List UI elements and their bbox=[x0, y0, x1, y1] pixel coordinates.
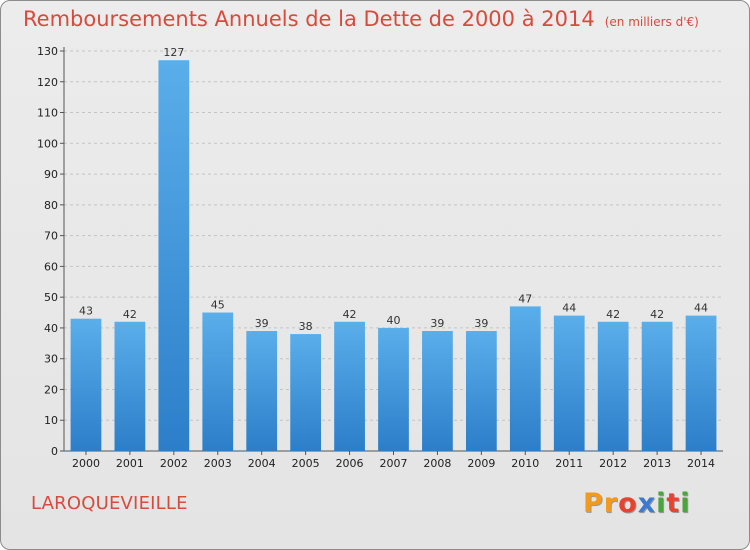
bar-2013 bbox=[641, 321, 673, 451]
logo-letter: o bbox=[618, 488, 638, 519]
title-row: Remboursements Annuels de la Dette de 20… bbox=[23, 7, 699, 31]
logo-letter: x bbox=[637, 488, 657, 519]
logo-letter: i bbox=[680, 488, 691, 519]
y-tick-label: 60 bbox=[44, 260, 58, 273]
x-tick-label-2012: 2012 bbox=[599, 457, 627, 470]
bar-2008 bbox=[422, 331, 453, 451]
y-tick-label: 70 bbox=[44, 230, 58, 243]
y-tick-label: 20 bbox=[44, 383, 58, 396]
y-tick-label: 10 bbox=[44, 414, 58, 427]
x-tick-label-2006: 2006 bbox=[336, 457, 364, 470]
logo-letter: P bbox=[583, 488, 604, 519]
x-tick-label-2005: 2005 bbox=[292, 457, 320, 470]
bar-2009 bbox=[465, 331, 497, 451]
x-tick-label-2008: 2008 bbox=[423, 457, 451, 470]
bar-2002 bbox=[158, 60, 190, 451]
x-tick-label-2009: 2009 bbox=[467, 457, 495, 470]
x-tick-label-2011: 2011 bbox=[555, 457, 583, 470]
value-label-2001: 42 bbox=[123, 308, 137, 321]
logo-letter: t bbox=[666, 488, 681, 519]
bar-2010 bbox=[509, 306, 541, 451]
bars bbox=[70, 60, 717, 451]
bar-2011 bbox=[553, 315, 585, 451]
bar-2000 bbox=[70, 318, 102, 451]
x-tick-label-2004: 2004 bbox=[248, 457, 276, 470]
y-tick-label: 90 bbox=[44, 168, 58, 181]
proxiti-logo[interactable]: Proxiti bbox=[583, 488, 691, 519]
chart-title: Remboursements Annuels de la Dette de 20… bbox=[23, 7, 595, 31]
value-label-2011: 44 bbox=[562, 302, 576, 315]
bar-2012 bbox=[597, 321, 629, 451]
bar-2004 bbox=[246, 331, 278, 451]
chart-subtitle: (en milliers d'€) bbox=[604, 15, 699, 29]
x-tick-label-2003: 2003 bbox=[204, 457, 232, 470]
value-label-2012: 42 bbox=[606, 308, 620, 321]
value-label-2004: 39 bbox=[255, 317, 269, 330]
y-tick-label: 80 bbox=[44, 199, 58, 212]
y-tick-label: 100 bbox=[37, 137, 58, 150]
value-label-2014: 44 bbox=[694, 302, 708, 315]
value-label-2003: 45 bbox=[211, 299, 225, 312]
value-label-2005: 38 bbox=[299, 320, 313, 333]
y-tick-label: 130 bbox=[37, 45, 58, 58]
value-label-2006: 42 bbox=[343, 308, 357, 321]
x-tick-label-2001: 2001 bbox=[116, 457, 144, 470]
bar-2003 bbox=[202, 312, 234, 451]
commune-name: LAROQUEVIEILLE bbox=[31, 493, 188, 514]
bar-2001 bbox=[114, 321, 146, 451]
bar-2005 bbox=[290, 334, 322, 451]
value-label-2002: 127 bbox=[163, 46, 184, 59]
value-label-2010: 47 bbox=[518, 292, 532, 305]
y-tick-label: 50 bbox=[44, 291, 58, 304]
y-tick-label: 30 bbox=[44, 353, 58, 366]
bar-2006 bbox=[334, 321, 365, 451]
x-tick-label-2002: 2002 bbox=[160, 457, 188, 470]
data-labels: 43 42 127 45 39 38 42 40 39 39 47 44 42 42 44 bbox=[79, 46, 708, 333]
y-tick-label: 110 bbox=[37, 107, 58, 120]
value-label-2009: 39 bbox=[474, 317, 488, 330]
x-tick-label-2010: 2010 bbox=[511, 457, 539, 470]
x-tick-labels: 2000 2001 2002 2003 2004 2005 2006 2007 2008 2009… bbox=[72, 457, 715, 470]
value-label-2007: 40 bbox=[387, 314, 401, 327]
value-label-2008: 39 bbox=[430, 317, 444, 330]
value-label-2000: 43 bbox=[79, 305, 93, 318]
y-tick-labels: 0 10 20 30 40 50 60 70 80 90 100 110 120 130 bbox=[37, 45, 58, 458]
x-tick-label-2007: 2007 bbox=[380, 457, 408, 470]
y-tick-label: 0 bbox=[51, 445, 58, 458]
x-tick-label-2000: 2000 bbox=[72, 457, 100, 470]
y-tick-label: 40 bbox=[44, 322, 58, 335]
bar-2014 bbox=[685, 315, 717, 451]
logo-letter: i bbox=[656, 488, 667, 519]
value-label-2013: 42 bbox=[650, 308, 664, 321]
bar-2007 bbox=[378, 327, 409, 451]
y-tick-label: 120 bbox=[37, 76, 58, 89]
logo-letter: r bbox=[603, 488, 619, 519]
x-tick-label-2014: 2014 bbox=[687, 457, 715, 470]
x-tick-label-2013: 2013 bbox=[643, 457, 671, 470]
